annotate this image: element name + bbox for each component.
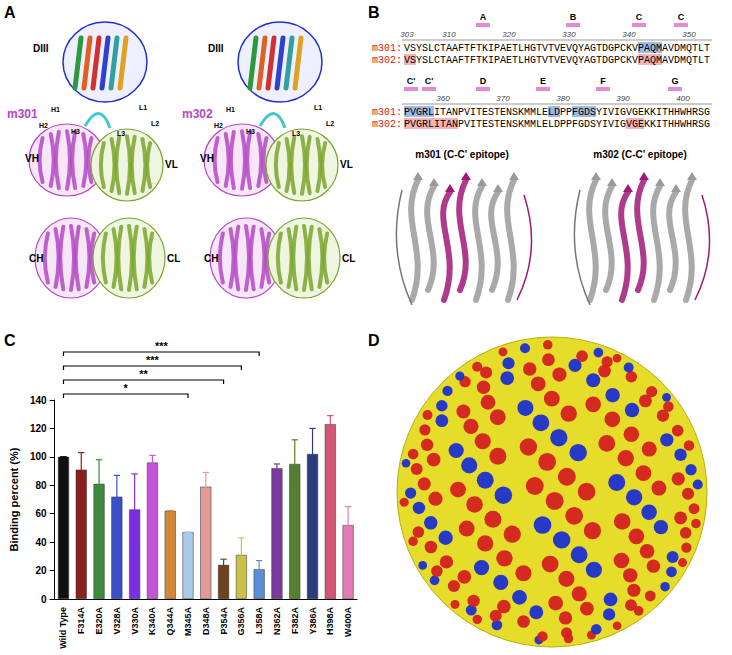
svg-text:*: * bbox=[124, 382, 129, 394]
svg-text:***: *** bbox=[155, 340, 169, 352]
svg-text:m301: m301 bbox=[7, 107, 38, 121]
svg-text:DIII: DIII bbox=[33, 43, 49, 54]
svg-text:80: 80 bbox=[35, 480, 47, 491]
svg-text:DIII: DIII bbox=[208, 43, 224, 54]
svg-text:L3: L3 bbox=[292, 130, 300, 137]
svg-text:120: 120 bbox=[30, 423, 47, 434]
svg-text:CL: CL bbox=[342, 253, 355, 264]
svg-text:m302:: m302: bbox=[372, 55, 402, 66]
svg-text:40: 40 bbox=[35, 537, 47, 548]
svg-text:H2: H2 bbox=[39, 122, 48, 129]
svg-text:**: ** bbox=[139, 368, 148, 380]
svg-text:0: 0 bbox=[41, 594, 47, 605]
svg-text:A: A bbox=[4, 4, 16, 21]
svg-text:B: B bbox=[368, 4, 380, 21]
svg-text:310: 310 bbox=[442, 30, 456, 39]
svg-text:Y386A: Y386A bbox=[308, 607, 318, 635]
svg-text:H3: H3 bbox=[71, 128, 80, 135]
svg-text:VH: VH bbox=[200, 153, 214, 164]
svg-text:F314A: F314A bbox=[76, 607, 86, 635]
svg-text:E: E bbox=[540, 76, 546, 86]
svg-text:VL: VL bbox=[165, 159, 178, 170]
svg-text:320: 320 bbox=[502, 30, 516, 39]
svg-text:m302: m302 bbox=[182, 107, 213, 121]
svg-text:L1: L1 bbox=[139, 104, 147, 111]
svg-text:L2: L2 bbox=[326, 120, 334, 127]
svg-text:C': C' bbox=[425, 76, 434, 86]
svg-text:C: C bbox=[678, 12, 685, 22]
svg-text:340: 340 bbox=[622, 30, 636, 39]
svg-text:H398A: H398A bbox=[325, 607, 335, 636]
svg-text:G: G bbox=[671, 76, 678, 86]
svg-text:20: 20 bbox=[35, 565, 47, 576]
svg-text:CH: CH bbox=[29, 253, 43, 264]
svg-text:370: 370 bbox=[496, 94, 510, 103]
svg-text:303: 303 bbox=[400, 30, 414, 39]
svg-text:PVGRLITANPVITESTENSKMMLELDPPFG: PVGRLITANPVITESTENSKMMLELDPPFGDSYIVIGVGE… bbox=[404, 119, 710, 130]
svg-text:L3: L3 bbox=[117, 130, 125, 137]
svg-text:VL: VL bbox=[340, 159, 353, 170]
svg-text:60: 60 bbox=[35, 508, 47, 519]
svg-text:CH: CH bbox=[204, 253, 218, 264]
svg-text:390: 390 bbox=[616, 94, 630, 103]
svg-text:W400A: W400A bbox=[343, 607, 353, 638]
svg-text:A: A bbox=[480, 12, 487, 22]
svg-text:***: *** bbox=[146, 354, 160, 366]
svg-text:VSYSLCTAAFTFTKIPAETLHGTVTVEVQY: VSYSLCTAAFTFTKIPAETLHGTVTVEVQYAGTDGPCKVP… bbox=[404, 55, 710, 66]
svg-text:D: D bbox=[480, 76, 487, 86]
svg-text:M345A: M345A bbox=[183, 607, 193, 637]
svg-text:F382A: F382A bbox=[290, 607, 300, 635]
svg-text:H3: H3 bbox=[246, 128, 255, 135]
svg-text:L1: L1 bbox=[314, 104, 322, 111]
svg-text:K340A: K340A bbox=[147, 607, 157, 636]
svg-text:E320A: E320A bbox=[94, 607, 104, 635]
svg-text:B: B bbox=[570, 12, 577, 22]
svg-text:330: 330 bbox=[562, 30, 576, 39]
svg-text:Binding percent (%): Binding percent (%) bbox=[8, 447, 20, 551]
svg-text:Wild Type: Wild Type bbox=[58, 607, 68, 649]
svg-text:C: C bbox=[636, 12, 643, 22]
svg-text:350: 350 bbox=[682, 30, 696, 39]
svg-text:D348A: D348A bbox=[201, 607, 211, 636]
svg-text:H1: H1 bbox=[226, 106, 235, 113]
svg-text:m302:: m302: bbox=[372, 119, 402, 130]
svg-text:m302 (C-C' epitope): m302 (C-C' epitope) bbox=[593, 149, 687, 160]
svg-text:PVGRLITANPVITESTENSKMMLELDPPFG: PVGRLITANPVITESTENSKMMLELDPPFGDSYIVIGVGE… bbox=[404, 107, 710, 118]
svg-text:VSYSLCTAAFTFTKIPAETLHGTVTVEVQY: VSYSLCTAAFTFTKIPAETLHGTVTVEVQYAGTDGPCKVP… bbox=[404, 43, 710, 54]
svg-text:V330A: V330A bbox=[130, 607, 140, 635]
svg-text:L358A: L358A bbox=[254, 607, 264, 635]
svg-text:N362A: N362A bbox=[272, 607, 282, 636]
svg-text:100: 100 bbox=[30, 451, 47, 462]
svg-text:VH: VH bbox=[25, 153, 39, 164]
svg-text:380: 380 bbox=[556, 94, 570, 103]
svg-text:P354A: P354A bbox=[219, 607, 229, 635]
svg-text:D: D bbox=[368, 332, 380, 349]
svg-text:400: 400 bbox=[676, 94, 690, 103]
svg-text:m301:: m301: bbox=[372, 43, 402, 54]
svg-text:C: C bbox=[4, 332, 16, 349]
svg-text:Q344A: Q344A bbox=[165, 607, 175, 636]
svg-text:H2: H2 bbox=[214, 122, 223, 129]
svg-text:L2: L2 bbox=[151, 120, 159, 127]
svg-text:C': C' bbox=[407, 76, 416, 86]
svg-text:CL: CL bbox=[167, 253, 180, 264]
svg-text:m301 (C-C' epitope): m301 (C-C' epitope) bbox=[415, 149, 509, 160]
svg-text:V328A: V328A bbox=[112, 607, 122, 635]
svg-text:140: 140 bbox=[30, 395, 47, 406]
svg-text:G356A: G356A bbox=[236, 607, 246, 636]
svg-text:360: 360 bbox=[436, 94, 450, 103]
svg-text:H1: H1 bbox=[51, 106, 60, 113]
svg-text:m301:: m301: bbox=[372, 107, 402, 118]
svg-text:F: F bbox=[600, 76, 606, 86]
